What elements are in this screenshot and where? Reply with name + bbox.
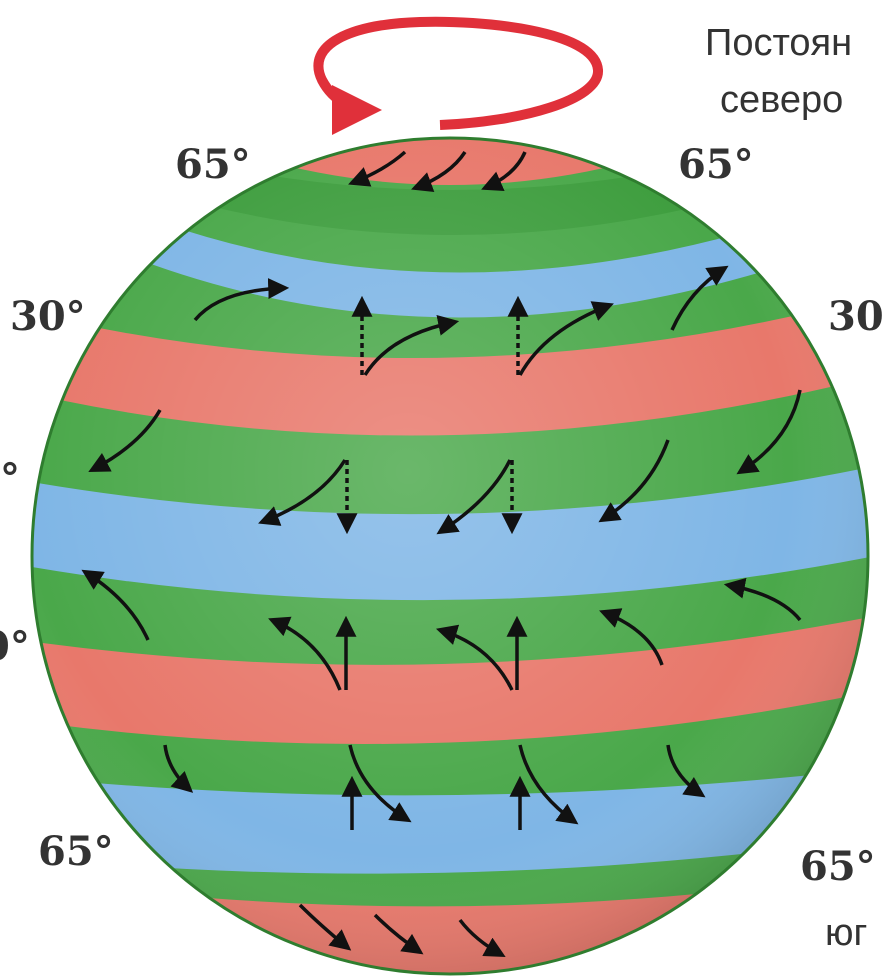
- wind-arrow-icon: [736, 389, 802, 475]
- rotation-arrow-icon: [313, 16, 603, 135]
- wind-arrow-icon: [670, 265, 729, 331]
- wind-arrows: [81, 150, 802, 958]
- wind-arrow-icon: [518, 301, 614, 376]
- degree-label-lower-right-65: 65°: [800, 843, 876, 890]
- wind-arrow-icon: [599, 608, 664, 666]
- wind-arrow-icon: [298, 903, 352, 951]
- wind-arrow-icon: [373, 913, 424, 955]
- wind-arrow-icon: [436, 459, 512, 535]
- wind-arrow-icon: [348, 744, 412, 823]
- degree-label-upper-left-65: 65°: [175, 141, 251, 188]
- wind-arrow-icon: [81, 569, 150, 641]
- wind-arrow-icon: [723, 577, 802, 622]
- wind-arrow-icon: [348, 150, 407, 187]
- degree-label-upper-right-65: 65°: [678, 141, 754, 188]
- globe: [32, 138, 868, 974]
- wind-arrow-icon: [193, 278, 290, 322]
- wind-arrow-icon: [458, 918, 506, 958]
- degree-label-right-30: 30: [828, 293, 884, 340]
- wind-arrow-icon: [258, 459, 347, 526]
- wind-arrow-icon: [363, 315, 460, 376]
- degree-label-left-30: 30°: [10, 293, 86, 340]
- degree-label-lower-left-65: 65°: [38, 828, 114, 875]
- label-top-right-line-1: Постоян: [705, 22, 852, 64]
- wind-arrow-icon: [481, 151, 527, 191]
- wind-arrow-icon: [598, 439, 670, 523]
- degree-label-left-edge-2: 0°: [0, 623, 30, 670]
- wind-arrow-icon: [518, 744, 579, 825]
- wind-arrow-icon: [411, 151, 467, 192]
- wind-arrow-icon: [268, 616, 342, 691]
- degree-label-left-edge-1: °: [0, 455, 20, 502]
- label-bottom-right: юг: [825, 912, 867, 954]
- label-top-right-line-2: северо: [720, 79, 843, 121]
- wind-arrow-icon: [88, 409, 162, 472]
- wind-arrow-icon: [435, 624, 514, 691]
- wind-arrow-icon: [666, 744, 706, 798]
- wind-arrow-icon: [163, 744, 194, 793]
